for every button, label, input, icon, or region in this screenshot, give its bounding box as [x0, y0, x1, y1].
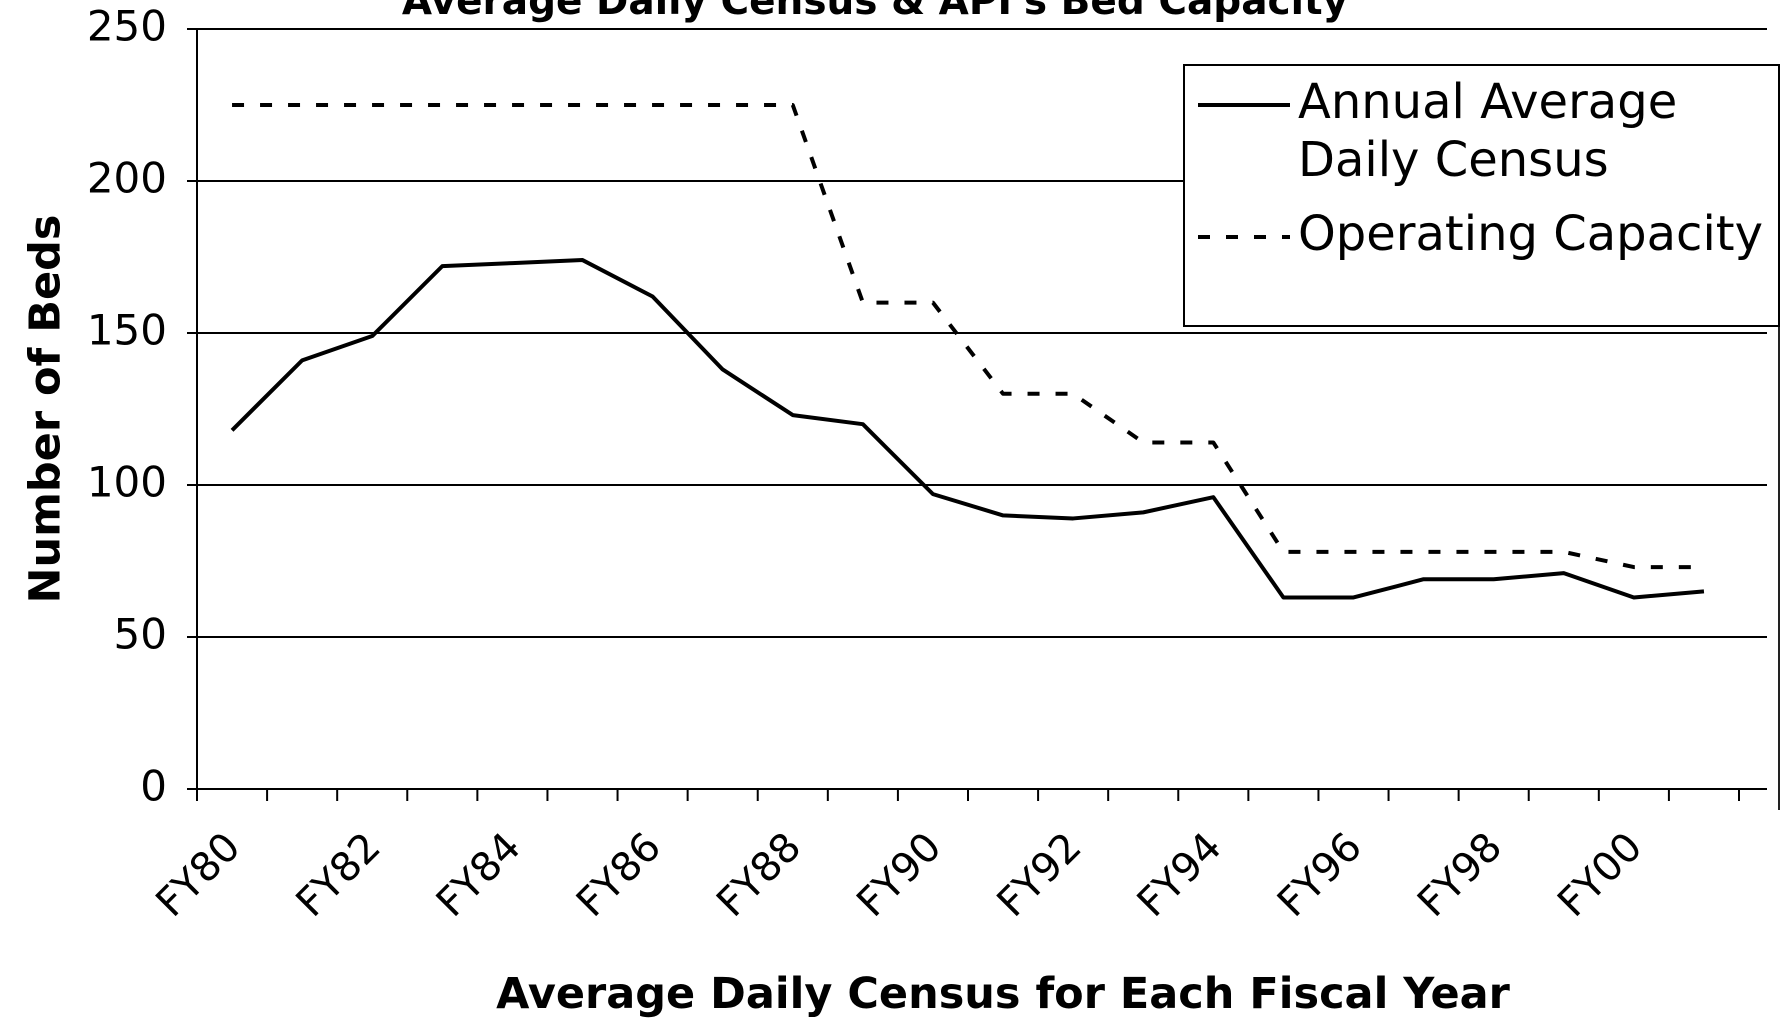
- y-tick-label: 100: [87, 458, 167, 507]
- legend-label: Operating Capacity: [1298, 206, 1763, 262]
- y-tick-label: 250: [87, 2, 167, 51]
- x-tick-label: FY98: [1409, 824, 1511, 926]
- chart-title: Average Daily Census & API's Bed Capacit…: [402, 0, 1348, 24]
- y-tick-label: 0: [140, 762, 167, 811]
- y-tick-label: 150: [87, 306, 167, 355]
- x-tick-label: FY90: [848, 824, 950, 926]
- x-tick-label: FY00: [1549, 824, 1651, 926]
- x-tick-label: FY82: [288, 824, 390, 926]
- x-tick-label: FY80: [147, 824, 249, 926]
- x-tick-label: FY92: [989, 824, 1091, 926]
- y-tick-label: 200: [87, 154, 167, 203]
- legend-box: [1183, 64, 1780, 327]
- x-tick-label: FY94: [1129, 824, 1231, 926]
- x-tick-label: FY86: [568, 824, 670, 926]
- series-line: [230, 258, 1705, 600]
- series-line: [232, 103, 1704, 570]
- x-tick-label: FY88: [708, 824, 810, 926]
- x-axis-label: Average Daily Census for Each Fiscal Yea…: [496, 969, 1511, 1019]
- x-tick-label: FY96: [1269, 824, 1371, 926]
- y-axis-label: Number of Beds: [21, 214, 71, 603]
- y-tick-label: 50: [114, 610, 167, 659]
- legend-label: Annual Average Daily Census: [1298, 74, 1677, 188]
- x-tick-label: FY84: [428, 824, 530, 926]
- legend: Annual Average Daily Census Operating Capa…: [1183, 64, 1780, 327]
